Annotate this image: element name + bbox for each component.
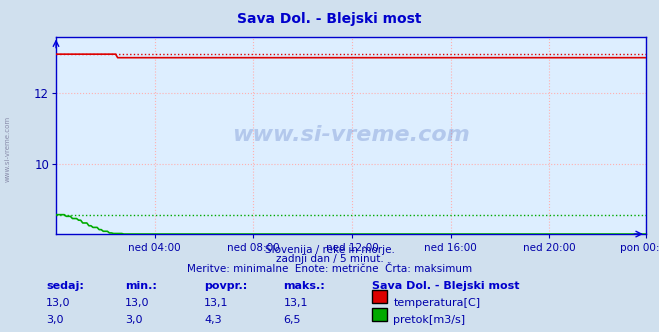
Text: 13,0: 13,0	[125, 298, 150, 308]
Text: zadnji dan / 5 minut.: zadnji dan / 5 minut.	[275, 254, 384, 264]
Text: www.si-vreme.com: www.si-vreme.com	[232, 125, 470, 145]
Text: 13,0: 13,0	[46, 298, 71, 308]
Text: Sava Dol. - Blejski most: Sava Dol. - Blejski most	[372, 281, 520, 290]
Text: 6,5: 6,5	[283, 315, 301, 325]
Text: sedaj:: sedaj:	[46, 281, 84, 290]
Text: 3,0: 3,0	[125, 315, 143, 325]
Text: maks.:: maks.:	[283, 281, 325, 290]
Text: pretok[m3/s]: pretok[m3/s]	[393, 315, 465, 325]
Text: www.si-vreme.com: www.si-vreme.com	[5, 116, 11, 183]
Text: 13,1: 13,1	[204, 298, 229, 308]
Text: Slovenija / reke in morje.: Slovenija / reke in morje.	[264, 245, 395, 255]
Text: Meritve: minimalne  Enote: metrične  Črta: maksimum: Meritve: minimalne Enote: metrične Črta:…	[187, 264, 472, 274]
Text: 4,3: 4,3	[204, 315, 222, 325]
Text: temperatura[C]: temperatura[C]	[393, 298, 480, 308]
Text: 3,0: 3,0	[46, 315, 64, 325]
Text: povpr.:: povpr.:	[204, 281, 248, 290]
Text: Sava Dol. - Blejski most: Sava Dol. - Blejski most	[237, 12, 422, 26]
Text: 13,1: 13,1	[283, 298, 308, 308]
Text: min.:: min.:	[125, 281, 157, 290]
